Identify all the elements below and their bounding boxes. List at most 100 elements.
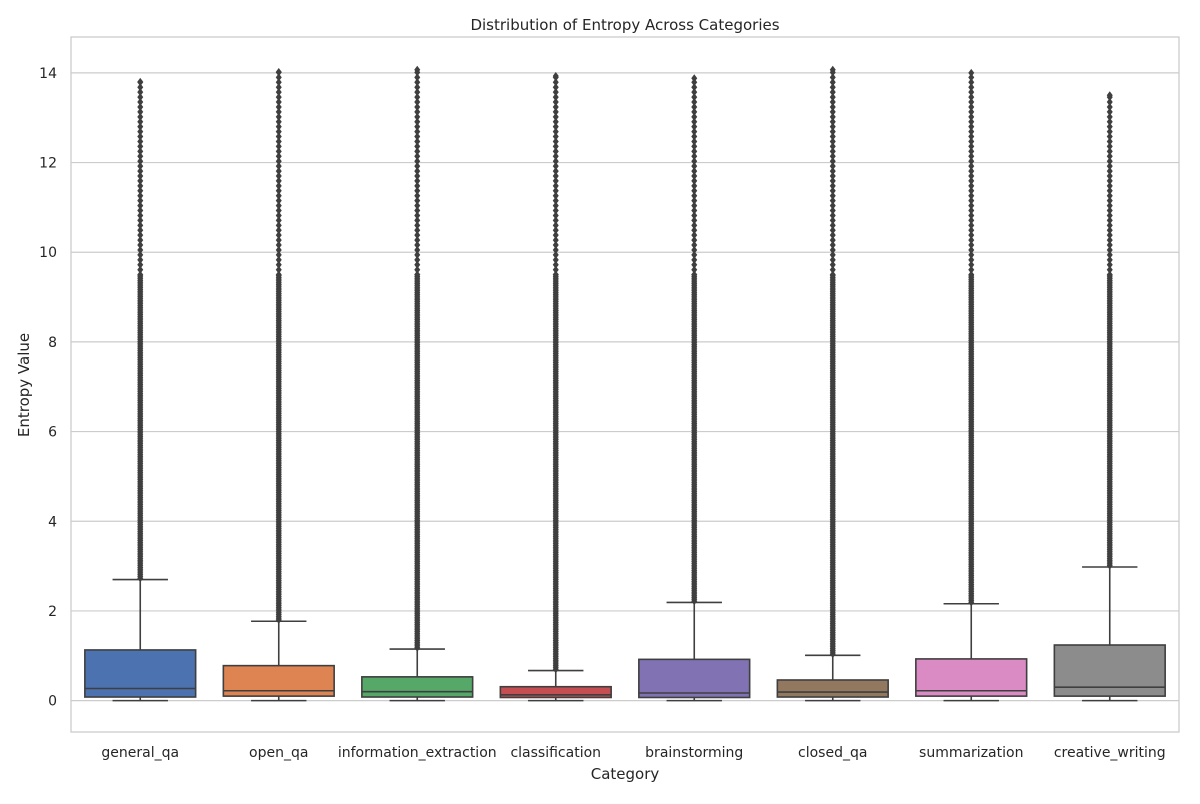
outlier-point: [414, 147, 421, 156]
outlier-point: [1106, 191, 1113, 200]
outlier-point: [137, 270, 144, 279]
outlier-point: [275, 112, 282, 121]
outlier-point: [829, 147, 836, 156]
outlier-point: [414, 255, 421, 264]
outlier-point: [1106, 255, 1113, 264]
x-tick-label: classification: [510, 745, 601, 761]
outlier-point: [414, 196, 421, 205]
outlier-point: [275, 127, 282, 136]
outlier-point: [275, 196, 282, 205]
outlier-point: [691, 206, 698, 215]
outlier-point: [968, 176, 975, 185]
outlier-point: [829, 255, 836, 264]
outlier-point: [829, 241, 836, 250]
outlier-point: [1106, 152, 1113, 161]
outlier-point: [968, 98, 975, 107]
outlier-point: [1106, 265, 1113, 274]
outlier-point: [137, 152, 144, 161]
outlier-point: [552, 102, 559, 111]
outlier-point: [968, 147, 975, 156]
outlier-point: [968, 181, 975, 190]
outlier-point: [829, 142, 836, 151]
outlier-point: [137, 122, 144, 131]
outlier-point: [552, 201, 559, 210]
outlier-point: [414, 102, 421, 111]
outlier-point: [968, 265, 975, 274]
outlier-point: [552, 83, 559, 92]
outlier-point: [1106, 226, 1113, 235]
outlier-point: [829, 172, 836, 180]
outlier-point: [1106, 107, 1113, 116]
outlier-point: [137, 88, 144, 97]
outlier-point: [137, 236, 144, 245]
outlier-point: [414, 132, 421, 141]
outlier-point: [137, 98, 144, 107]
outlier-point: [691, 107, 698, 116]
outlier-point: [829, 88, 836, 97]
outlier-point: [275, 181, 282, 190]
outlier-point: [137, 107, 144, 116]
outlier-point: [552, 107, 559, 116]
y-tick-label: 2: [48, 604, 57, 620]
outlier-point: [552, 255, 559, 264]
outlier-point: [275, 231, 282, 240]
grid-lines: [71, 72, 1179, 702]
outlier-point: [552, 147, 559, 156]
outlier-point: [137, 216, 144, 225]
outlier-point: [552, 236, 559, 245]
outlier-point: [137, 167, 144, 176]
outlier-point: [829, 98, 836, 107]
outlier-point: [691, 236, 698, 245]
outlier-point: [414, 112, 421, 121]
outlier-point: [968, 260, 975, 269]
outlier-point: [691, 196, 698, 205]
outlier-point: [829, 132, 836, 141]
outlier-point: [275, 107, 282, 116]
outlier-point: [137, 211, 144, 220]
outlier-point: [1106, 241, 1113, 250]
outlier-point: [275, 93, 282, 102]
outlier-point: [552, 186, 559, 195]
outlier-point: [137, 250, 144, 259]
outlier-point: [1106, 162, 1113, 171]
outlier-point: [414, 117, 421, 126]
outlier-point: [414, 221, 421, 230]
outlier-point: [414, 107, 421, 116]
outlier-point: [968, 216, 975, 225]
outlier-point: [1106, 132, 1113, 141]
outlier-point: [275, 245, 282, 254]
outlier-point: [968, 107, 975, 116]
outlier-point: [829, 83, 836, 92]
outlier-point: [137, 206, 144, 215]
outlier-point: [968, 93, 975, 102]
outlier-point: [691, 176, 698, 185]
outlier-point: [968, 112, 975, 121]
outlier-point: [829, 196, 836, 205]
outlier-point: [137, 83, 144, 92]
x-tick-label: creative_writing: [1054, 745, 1166, 761]
outlier-point: [552, 88, 559, 97]
outlier-point: [1106, 236, 1113, 245]
outlier-point: [829, 152, 836, 161]
outlier-point: [968, 211, 975, 220]
outlier-point: [968, 270, 975, 279]
outlier-point: [1106, 127, 1113, 136]
outlier-point: [829, 265, 836, 274]
outlier-point: [552, 265, 559, 274]
outlier-point: [414, 226, 421, 235]
outlier-point: [275, 260, 282, 269]
outlier-point: [414, 241, 421, 250]
outlier-point: [552, 172, 559, 180]
outlier-point: [414, 65, 421, 74]
y-tick-label: 8: [48, 335, 57, 351]
outlier-point: [275, 117, 282, 126]
outlier-point: [1106, 181, 1113, 190]
outlier-point: [691, 255, 698, 264]
outlier-point: [552, 181, 559, 190]
y-tick-label: 12: [39, 156, 57, 172]
outlier-point: [137, 221, 144, 230]
plot-area: [70, 36, 1180, 733]
outlier-point: [968, 226, 975, 235]
outlier-point: [1106, 98, 1113, 107]
outlier-point: [691, 93, 698, 102]
